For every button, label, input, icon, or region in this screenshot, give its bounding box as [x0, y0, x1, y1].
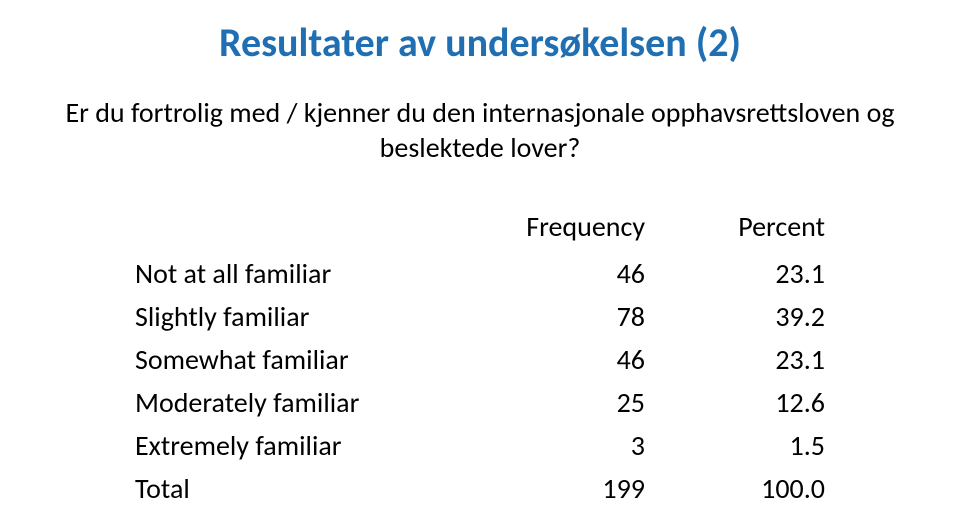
- cell-frequency: 46: [475, 252, 655, 295]
- cell-percent: 100.0: [655, 467, 835, 510]
- cell-frequency: 78: [475, 295, 655, 338]
- cell-frequency: 199: [475, 467, 655, 510]
- cell-frequency: 3: [475, 424, 655, 467]
- cell-percent: 12.6: [655, 381, 835, 424]
- cell-response: Extremely familiar: [125, 424, 475, 467]
- question-text: Er du fortrolig med / kjenner du den int…: [60, 95, 900, 165]
- table-row: Not at all familiar 46 23.1: [125, 252, 835, 295]
- table-row: Slightly familiar 78 39.2: [125, 295, 835, 338]
- col-frequency-header: Frequency: [475, 205, 655, 252]
- table-header-row: Frequency Percent: [125, 205, 835, 252]
- question-line-1: Er du fortrolig med / kjenner du den int…: [65, 95, 894, 130]
- cell-response: Total: [125, 467, 475, 510]
- table-row: Somewhat familiar 46 23.1: [125, 338, 835, 381]
- slide-title: Resultater av undersøkelsen (2): [60, 18, 900, 67]
- cell-percent: 39.2: [655, 295, 835, 338]
- cell-percent: 23.1: [655, 252, 835, 295]
- cell-frequency: 46: [475, 338, 655, 381]
- cell-response: Not at all familiar: [125, 252, 475, 295]
- col-response-header: [125, 205, 475, 252]
- slide: Resultater av undersøkelsen (2) Er du fo…: [0, 0, 960, 528]
- col-percent-header: Percent: [655, 205, 835, 252]
- question-line-2: beslektede lover?: [380, 130, 581, 165]
- results-table: Frequency Percent Not at all familiar 46…: [125, 205, 835, 510]
- table-row: Total 199 100.0: [125, 467, 835, 510]
- table-row: Moderately familiar 25 12.6: [125, 381, 835, 424]
- cell-percent: 23.1: [655, 338, 835, 381]
- cell-frequency: 25: [475, 381, 655, 424]
- cell-response: Moderately familiar: [125, 381, 475, 424]
- cell-response: Slightly familiar: [125, 295, 475, 338]
- cell-response: Somewhat familiar: [125, 338, 475, 381]
- cell-percent: 1.5: [655, 424, 835, 467]
- table-row: Extremely familiar 3 1.5: [125, 424, 835, 467]
